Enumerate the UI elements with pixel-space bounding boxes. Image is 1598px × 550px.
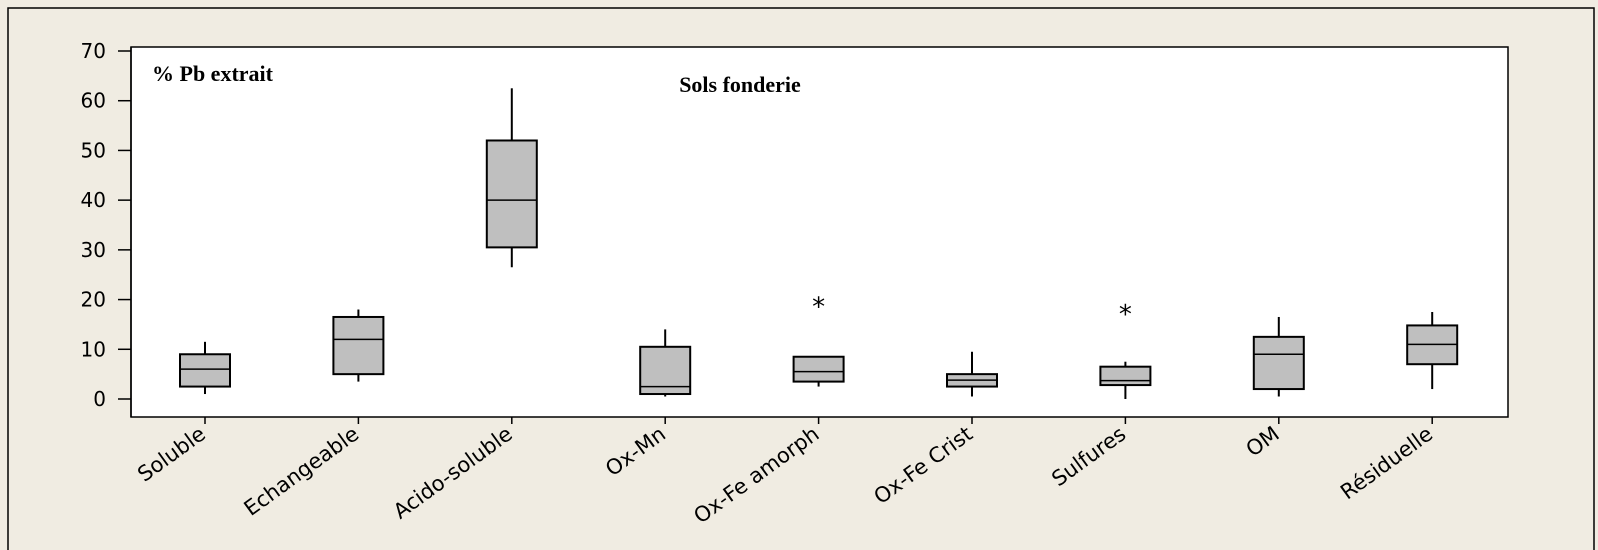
chart-title: Sols fonderie (679, 72, 801, 97)
box-iqr (179, 353, 231, 388)
box-r-siduelle (1406, 312, 1459, 390)
y-tick-label: 40 (81, 188, 106, 212)
y-tick-label: 0 (93, 387, 106, 411)
box-sulfures: * (1099, 300, 1152, 399)
box-ox-fe-amorph: * (792, 293, 845, 387)
box-echangeable (332, 309, 385, 382)
y-tick-label: 10 (81, 337, 106, 361)
y-axis: 0 10 20 30 40 50 60 70 (81, 39, 132, 417)
box-iqr (332, 315, 385, 376)
y-tick-label: 50 (81, 138, 106, 162)
y-tick-label: 70 (81, 39, 106, 63)
y-axis-label: % Pb extrait (152, 61, 274, 86)
box-om (1252, 316, 1305, 397)
box-iqr (485, 139, 538, 249)
box-iqr (1099, 365, 1152, 387)
boxplot-series: * * (179, 88, 1459, 399)
box-ox-fe-crist (946, 351, 998, 397)
box-iqr (792, 355, 845, 383)
box-iqr (1252, 335, 1305, 391)
outlier-point: * (1119, 300, 1132, 330)
box-ox-mn (639, 329, 692, 397)
y-tick-label: 30 (81, 238, 106, 262)
outlier-point: * (812, 293, 825, 323)
y-tick-label: 60 (81, 89, 106, 113)
y-tick-label: 20 (81, 288, 106, 312)
figure-frame (7, 7, 1595, 550)
box-acido-soluble (485, 88, 538, 268)
box-soluble (179, 341, 231, 395)
